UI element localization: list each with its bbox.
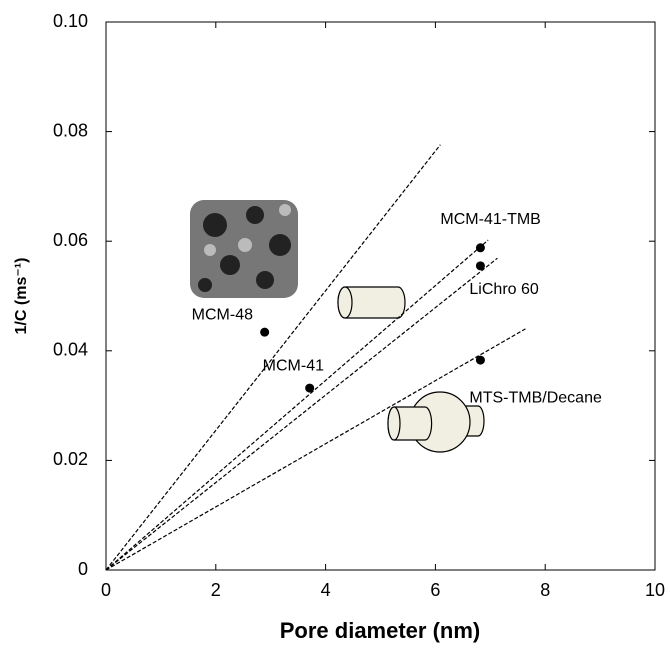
y-tick-label: 0 — [78, 559, 88, 579]
y-tick-label: 0.02 — [53, 449, 88, 469]
y-tick-label: 0.06 — [53, 230, 88, 250]
data-point — [475, 261, 485, 271]
x-axis-label: Pore diameter (nm) — [280, 618, 481, 643]
point-label: MTS-TMB/Decane — [469, 389, 602, 406]
plot-frame — [105, 21, 656, 571]
y-tick-label: 0.10 — [53, 11, 88, 31]
point-label: MCM-41 — [263, 357, 324, 374]
data-point — [305, 383, 315, 393]
fit-line — [105, 328, 526, 571]
mcm48-illustration — [190, 200, 298, 298]
data-point — [475, 355, 485, 365]
y-tick-label: 0.08 — [53, 120, 88, 140]
cylinder-illustration — [337, 286, 406, 319]
fit-line — [105, 144, 441, 571]
x-tick-label: 2 — [211, 580, 221, 600]
data-point — [475, 243, 485, 253]
x-tick-label: 4 — [321, 580, 331, 600]
data-point — [260, 327, 270, 337]
point-label: MCM-48 — [192, 306, 253, 323]
point-label: MCM-41-TMB — [440, 211, 540, 228]
x-tick-label: 6 — [430, 580, 440, 600]
fit-line — [105, 257, 498, 571]
x-tick-label: 10 — [645, 580, 665, 600]
fit-line — [105, 239, 489, 571]
y-tick-label: 0.04 — [53, 340, 88, 360]
x-tick-label: 8 — [540, 580, 550, 600]
y-axis-label: 1/C (ms⁻¹) — [13, 258, 30, 335]
x-tick-label: 0 — [101, 580, 111, 600]
cage-illustration — [387, 391, 485, 453]
point-label: LiChro 60 — [469, 281, 538, 298]
